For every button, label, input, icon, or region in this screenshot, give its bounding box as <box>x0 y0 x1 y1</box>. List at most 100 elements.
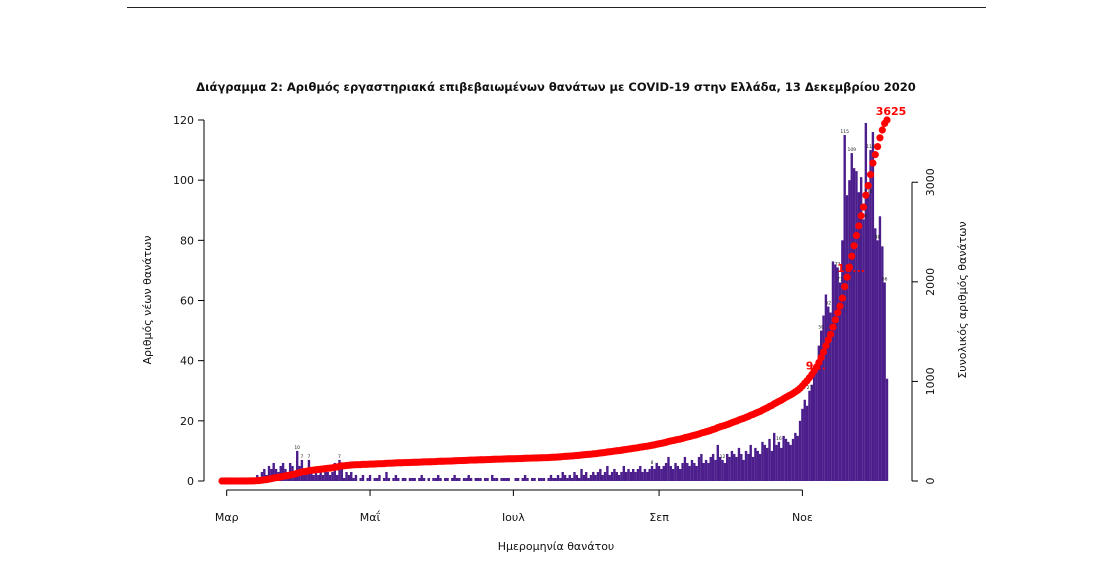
bar <box>378 474 381 481</box>
bar <box>726 453 729 481</box>
bar <box>615 471 618 481</box>
bar <box>765 447 769 481</box>
cumulative-point <box>869 159 877 167</box>
bar <box>526 477 529 481</box>
bar <box>312 474 315 481</box>
bar <box>263 468 266 481</box>
bar <box>709 456 712 481</box>
cumulative-point <box>862 191 870 199</box>
bar <box>397 477 400 481</box>
bar-value-label: 62 <box>825 301 831 307</box>
bar <box>641 471 644 481</box>
bar-value-label: 88 <box>875 234 881 240</box>
bar <box>862 219 865 481</box>
cumulative-point <box>878 126 886 134</box>
bar <box>310 471 313 481</box>
bar-value-label: 12 <box>720 454 726 460</box>
bar <box>690 459 694 481</box>
cumulative-point <box>848 252 856 260</box>
y-tick-label: 120 <box>173 114 194 127</box>
bar <box>820 330 823 481</box>
bar <box>751 456 755 481</box>
bar <box>711 453 715 481</box>
bar <box>815 369 818 481</box>
bar <box>878 216 882 481</box>
bar <box>603 471 607 481</box>
bar <box>462 477 466 481</box>
bar <box>314 468 318 481</box>
bar <box>321 474 325 481</box>
bar <box>688 465 691 481</box>
bar <box>707 462 710 481</box>
bar <box>695 465 698 481</box>
bar <box>324 468 327 481</box>
bar <box>653 468 656 481</box>
bar <box>857 192 860 481</box>
bar <box>810 384 814 481</box>
bar <box>260 471 264 481</box>
cumulative-point <box>841 283 849 291</box>
y-tick-label: 100 <box>173 174 194 187</box>
cumulative-label: 3625 <box>876 105 907 118</box>
bar <box>601 474 604 481</box>
bar <box>648 468 651 481</box>
bar-value-label: 50 <box>818 325 824 331</box>
bar <box>368 474 372 481</box>
bar <box>733 453 736 481</box>
bar <box>347 474 351 481</box>
bar <box>613 468 616 481</box>
bar <box>338 459 341 481</box>
bar <box>521 477 524 481</box>
cumulative-point <box>819 348 828 356</box>
bar <box>740 453 743 481</box>
bar <box>773 432 776 481</box>
bar <box>794 432 797 481</box>
bar-value-label: 7 <box>338 454 341 460</box>
bar-value-label: 71 <box>837 276 843 282</box>
bar <box>439 477 442 481</box>
bar <box>533 477 536 481</box>
bar <box>817 345 821 482</box>
bar <box>411 477 414 481</box>
bar-value-label: 16 <box>776 436 782 442</box>
y-tick-label: 60 <box>180 295 194 308</box>
bar <box>681 462 684 481</box>
bar <box>812 366 816 481</box>
bar <box>686 462 689 481</box>
bar-value-label: 73 <box>835 261 841 267</box>
cumulative-label: 9... <box>806 360 826 373</box>
bar <box>401 477 405 481</box>
cumulative-point <box>831 316 839 324</box>
bar <box>761 441 764 481</box>
bar-value-label: 10 <box>294 445 300 451</box>
bar-value-label: 8 <box>651 460 654 466</box>
bar <box>632 468 635 481</box>
cumulative-labels-group: 9... 18... 3625 <box>806 105 907 373</box>
bar <box>627 468 630 481</box>
bar <box>822 315 825 481</box>
cumulative-point <box>857 212 865 220</box>
bar <box>479 477 482 481</box>
bar <box>669 465 673 481</box>
bar <box>723 462 727 481</box>
bar <box>427 477 430 481</box>
bar <box>634 471 637 481</box>
bar <box>596 471 600 481</box>
bar <box>758 453 762 481</box>
bar <box>385 471 388 481</box>
bars-group <box>249 123 889 482</box>
bar <box>836 267 839 481</box>
bar-value-label: 115 <box>840 129 849 135</box>
y-tick-label: 40 <box>180 355 194 368</box>
bar <box>646 471 649 481</box>
bar <box>704 459 708 481</box>
bar <box>493 477 496 481</box>
cumulative-point <box>827 330 835 338</box>
bar <box>446 477 449 481</box>
bar <box>636 468 640 481</box>
bar <box>331 471 334 481</box>
bar <box>382 477 386 481</box>
bar <box>664 462 668 481</box>
bar-value-label: 27 <box>807 385 813 391</box>
bar <box>387 477 391 481</box>
